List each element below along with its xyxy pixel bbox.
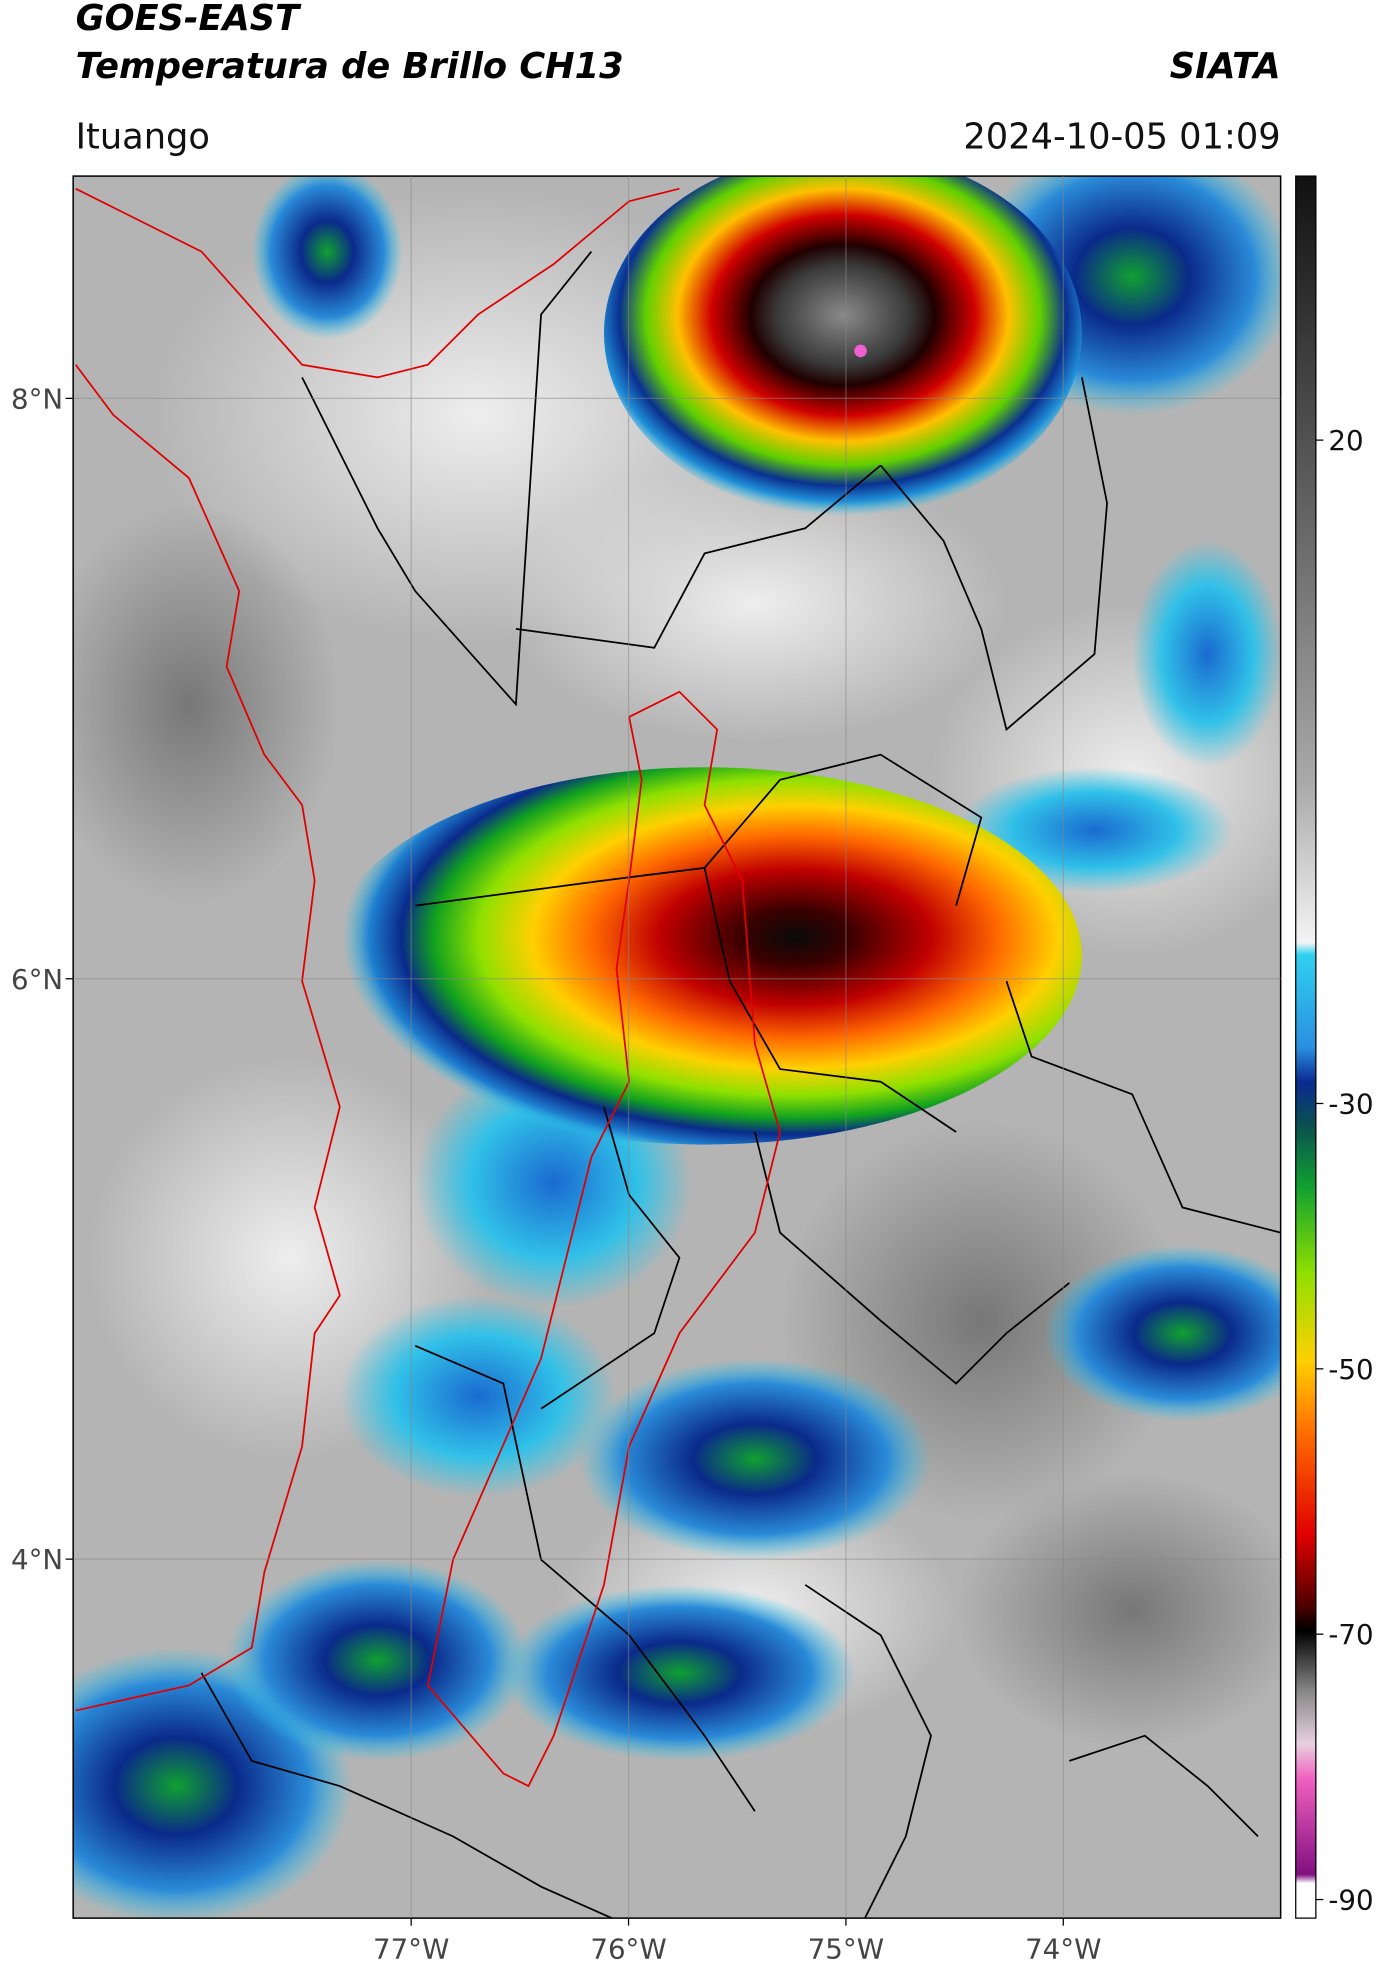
x-tick-label: 77°W	[373, 1932, 449, 1965]
graticule: 77°W 76°W 75°W 74°W 8°N 6°N 4°N	[11, 176, 1281, 1965]
colorbar-ticks: 20 -30 -50 -70 -90	[1315, 424, 1374, 1917]
institution: SIATA	[1170, 46, 1281, 87]
x-tick-label: 75°W	[808, 1932, 884, 1965]
colorbar-tick-label: -50	[1328, 1353, 1373, 1386]
colorbar	[1295, 175, 1317, 1919]
map-frame	[72, 175, 1282, 1919]
x-tick-label: 74°W	[1025, 1932, 1101, 1965]
x-tick-label: 76°W	[590, 1932, 666, 1965]
datetime: 2024-10-05 01:09	[963, 116, 1280, 157]
product: Temperatura de Brillo CH13	[76, 46, 624, 87]
y-tick-label: 6°N	[11, 963, 63, 996]
location: Ituango	[76, 116, 210, 157]
colorbar-tick-label: -70	[1328, 1618, 1373, 1651]
y-tick-label: 4°N	[11, 1543, 63, 1576]
satellite-image	[73, 176, 1281, 1919]
colorbar-tick-label: 20	[1328, 424, 1363, 457]
colorbar-tick-label: -30	[1328, 1088, 1373, 1121]
colorbar-tick-label: -90	[1328, 1884, 1373, 1917]
y-tick-label: 8°N	[11, 382, 63, 415]
title: GOES-EAST	[76, 0, 302, 39]
